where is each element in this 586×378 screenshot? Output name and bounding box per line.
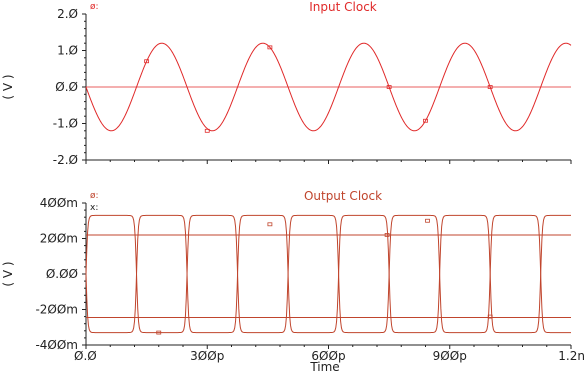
wave-marker xyxy=(425,218,430,223)
corner-label: x: xyxy=(90,203,98,213)
wave-marker xyxy=(487,85,493,89)
wave-marker xyxy=(423,118,428,123)
x-tick-label: 3ØØp xyxy=(190,349,224,363)
wave-marker xyxy=(487,314,493,319)
corner-label: ø: xyxy=(90,2,99,12)
wave-marker xyxy=(384,233,390,237)
input-clock-panel: 2.Ø 1.Ø Ø.Ø -1.Ø -2.Ø ( V ) Input Clock ø: xyxy=(1,0,572,167)
x-tick-label: 1.2n xyxy=(558,349,585,363)
output-clock-line xyxy=(85,214,571,334)
output-clock-inverted-line xyxy=(85,214,571,334)
x-axis-label: Time xyxy=(309,360,339,374)
y-axis-label: ( V ) xyxy=(1,74,15,99)
corner-label: ø: xyxy=(90,191,99,201)
wave-marker xyxy=(204,128,210,133)
chart-title: Output Clock xyxy=(304,189,382,203)
y-tick-label: -4ØØm xyxy=(35,338,78,352)
x-tick-label: 6ØØp xyxy=(311,349,345,363)
y-tick-label: 1.Ø xyxy=(57,44,78,58)
y-tick-label: Ø.ØØ xyxy=(46,267,78,281)
wave-marker xyxy=(386,85,392,89)
wave-marker xyxy=(267,45,273,50)
x-tick-label: Ø.Ø xyxy=(74,349,97,363)
y-tick-label: 4ØØm xyxy=(40,196,78,210)
wave-marker xyxy=(144,59,150,64)
y-tick-label: -1.Ø xyxy=(53,117,78,131)
x-tick-label: 9ØØp xyxy=(433,349,467,363)
chart-title: Input Clock xyxy=(309,0,377,14)
y-tick-label: 2.Ø xyxy=(57,7,78,21)
wave-marker xyxy=(267,222,273,227)
y-axis-label: ( V ) xyxy=(1,261,15,286)
y-tick-label: 2ØØm xyxy=(40,232,78,246)
y-tick-label: -2.Ø xyxy=(53,153,78,167)
y-tick-label: -2ØØm xyxy=(35,303,78,317)
wave-marker xyxy=(156,330,162,335)
y-tick-label: Ø.Ø xyxy=(55,80,78,94)
